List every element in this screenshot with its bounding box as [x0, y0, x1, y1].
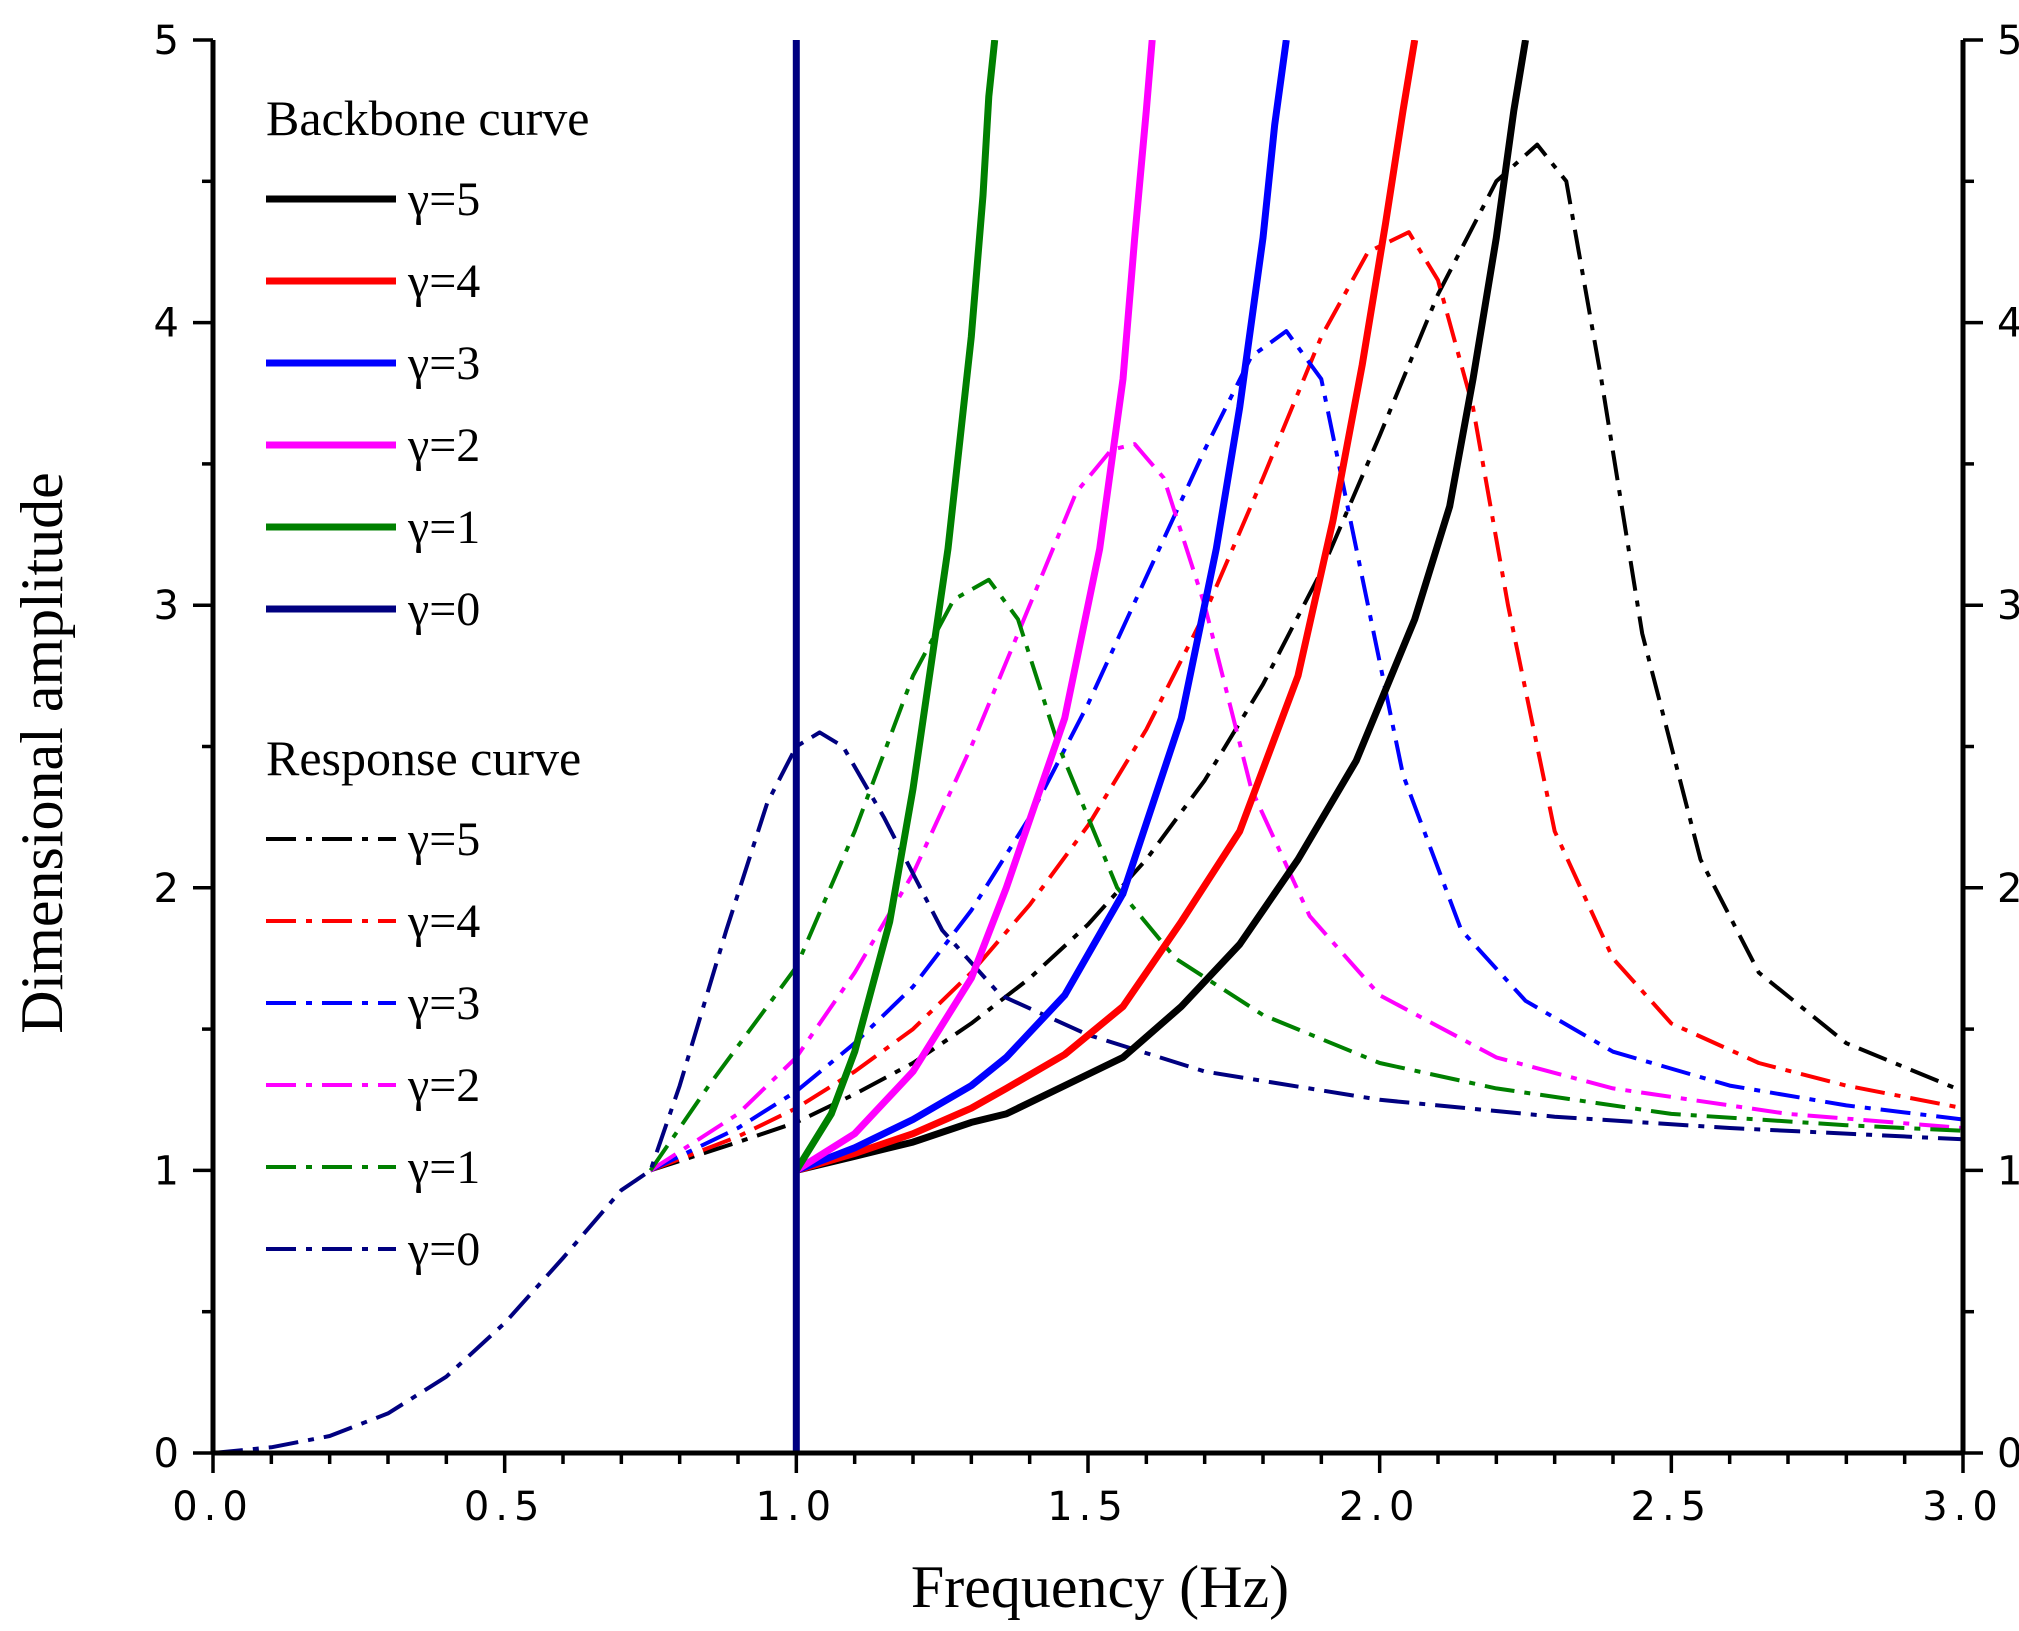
legend-label-response-gamma-4: γ=4 [407, 895, 480, 948]
x-tick-label: 0.0 [172, 1484, 254, 1530]
y-tick-label-left: 4 [154, 301, 179, 347]
x-tick-label: 1.5 [1047, 1484, 1129, 1530]
legend-backbone-title: Backbone curve [266, 90, 589, 146]
series-backbone-gamma-1 [793, 40, 999, 1173]
y-tick-label-right: 3 [1997, 583, 2019, 629]
series-response-gamma-1 [648, 577, 1963, 1172]
x-tick-label: 1.0 [756, 1484, 838, 1530]
legend-label-backbone-gamma-3: γ=3 [407, 337, 480, 390]
legend-label-backbone-gamma-4: γ=4 [407, 255, 480, 308]
y-tick-label-left: 5 [154, 18, 179, 64]
legend-response-title: Response curve [266, 730, 581, 786]
series-response-gamma-2 [649, 442, 1963, 1173]
y-tick-label-right: 2 [1997, 866, 2019, 912]
plot-area [213, 40, 1963, 1453]
y-tick-label-right: 1 [1997, 1148, 2019, 1194]
y-tick-label-right: 4 [1997, 301, 2019, 347]
legend-label-response-gamma-3: γ=3 [407, 977, 480, 1030]
legend-label-backbone-gamma-1: γ=1 [407, 501, 480, 554]
legend: Backbone curve Response curve γ=5 γ=4 γ=3 γ=2… [266, 90, 589, 1276]
series-response-gamma-4 [649, 230, 1963, 1173]
y-tick-label-right: 0 [1997, 1431, 2019, 1477]
x-axis-title: Frequency (Hz) [911, 1554, 1289, 1620]
legend-label-response-gamma-2: γ=2 [407, 1059, 480, 1112]
legend-label-backbone-gamma-0: γ=0 [407, 583, 480, 636]
legend-label-response-gamma-0: γ=0 [407, 1223, 480, 1276]
legend-label-response-gamma-5: γ=5 [407, 813, 480, 866]
y-tick-label-left: 3 [154, 583, 179, 629]
series-backbone-gamma-3 [795, 40, 1290, 1174]
series-backbone-gamma-5 [795, 40, 1529, 1174]
x-tick-label: 2.5 [1631, 1484, 1713, 1530]
axes: 0.0 0.5 1.0 1.5 2.0 2.5 3.0 0 1 2 3 4 5 0 1 2 3 4 5 [154, 18, 2019, 1530]
x-tick-label: 2.0 [1339, 1484, 1421, 1530]
y-tick-label-left: 1 [154, 1148, 179, 1194]
y-tick-label-right: 5 [1997, 18, 2019, 64]
legend-label-response-gamma-1: γ=1 [407, 1141, 480, 1194]
series-response-gamma-3 [649, 329, 1963, 1173]
series-response-gamma-0 [213, 730, 1963, 1453]
series-backbone-gamma-4 [795, 40, 1419, 1174]
legend-label-backbone-gamma-2: γ=2 [407, 419, 480, 472]
x-tick-label: 0.5 [464, 1484, 546, 1530]
y-tick-label-left: 2 [154, 866, 179, 912]
y-axis-title: Dimensional amplitude [9, 472, 75, 1034]
legend-label-backbone-gamma-5: γ=5 [407, 173, 480, 226]
y-tick-label-left: 0 [154, 1431, 179, 1477]
x-tick-label: 3.0 [1922, 1484, 2004, 1530]
series-backbone-gamma-2 [794, 40, 1156, 1174]
